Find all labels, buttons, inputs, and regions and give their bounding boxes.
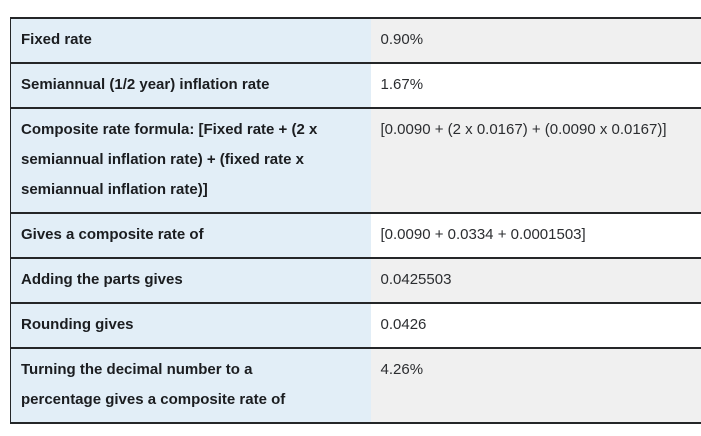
row-value: 1.67% — [370, 62, 701, 108]
row-label: Rounding gives — [10, 302, 371, 348]
row-value: 0.90% — [370, 18, 701, 63]
table-row: Composite rate formula: [Fixed rate + (2… — [10, 107, 701, 213]
row-value: 0.0426 — [370, 302, 701, 348]
table-row: Fixed rate 0.90% — [10, 18, 701, 63]
table-row: Gives a composite rate of [0.0090 + 0.03… — [10, 212, 701, 258]
row-value: 4.26% — [370, 347, 701, 423]
composite-rate-table-body: Fixed rate 0.90% Semiannual (1/2 year) i… — [10, 18, 701, 423]
row-label: Adding the parts gives — [10, 257, 371, 303]
row-value: [0.0090 + 0.0334 + 0.0001503] — [370, 212, 701, 258]
row-label: Fixed rate — [10, 18, 371, 63]
row-value: [0.0090 + (2 x 0.0167) + (0.0090 x 0.016… — [370, 107, 701, 213]
row-label: Composite rate formula: [Fixed rate + (2… — [10, 107, 371, 213]
row-label: Gives a composite rate of — [10, 212, 371, 258]
table-row: Adding the parts gives 0.0425503 — [10, 257, 701, 303]
table-clip-container: Fixed rate 0.90% Semiannual (1/2 year) i… — [10, 17, 701, 424]
row-value: 0.0425503 — [370, 257, 701, 303]
table-row: Semiannual (1/2 year) inflation rate 1.6… — [10, 62, 701, 108]
row-label: Semiannual (1/2 year) inflation rate — [10, 62, 371, 108]
table-row: Rounding gives 0.0426 — [10, 302, 701, 348]
row-label: Turning the decimal number to a percenta… — [10, 347, 371, 423]
composite-rate-table: Fixed rate 0.90% Semiannual (1/2 year) i… — [10, 17, 701, 424]
table-row: Turning the decimal number to a percenta… — [10, 347, 701, 423]
